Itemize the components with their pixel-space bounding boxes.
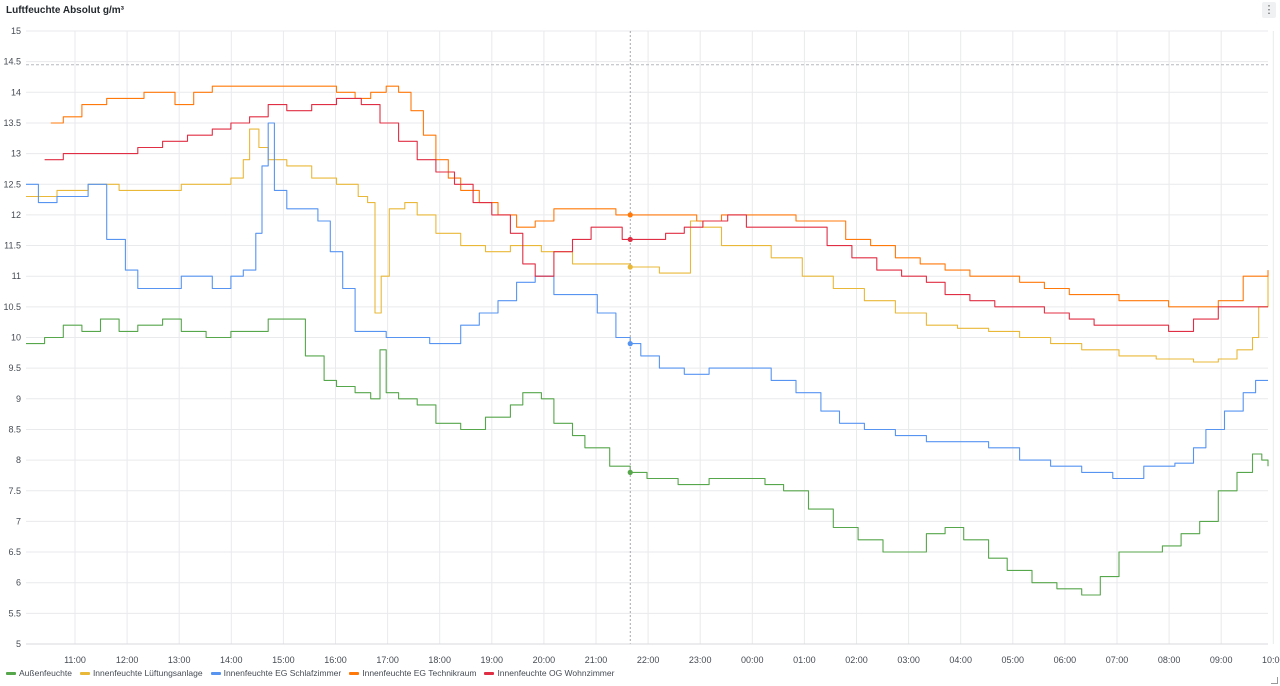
y-tick-label: 15 [11,26,21,36]
x-tick-label: 21:00 [585,655,608,665]
x-tick-label: 11:00 [64,655,86,665]
resize-handle[interactable] [1271,677,1278,684]
x-tick-label: 15:00 [272,655,295,665]
y-tick-label: 10 [11,333,21,343]
x-tick-label: 02:00 [845,655,868,665]
y-tick-label: 14.5 [3,57,21,67]
hover-point-2 [627,341,633,347]
x-tick-label: 20:00 [533,655,556,665]
x-tick-label: 01:00 [793,655,816,665]
legend-swatch [79,671,90,675]
hover-point-4 [627,236,633,243]
x-tick-label: 16:00 [324,655,347,665]
chart-legend: Außenfeuchte Innenfeuchte Lüftungsanlage I… [6,668,614,678]
legend-item[interactable]: Innenfeuchte Lüftungsanlage [79,668,203,678]
legend-label: Außenfeuchte [19,668,72,678]
x-tick-label: 17:00 [376,655,399,665]
legend-item[interactable]: Innenfeuchte EG Technikraum [349,668,476,678]
y-tick-label: 12.5 [3,179,21,189]
x-tick-label: 08:00 [1158,655,1181,665]
legend-label: Innenfeuchte EG Schlafzimmer [223,668,342,678]
y-tick-label: 13 [11,149,21,159]
legend-label: Innenfeuchte OG Wohnzimmer [497,668,615,678]
legend-label: Innenfeuchte EG Technikraum [362,668,477,678]
panel-title: Luftfeuchte Absolut g/m³ [6,5,124,16]
hover-point-1 [627,264,633,270]
legend-item[interactable]: Innenfeuchte EG Schlafzimmer [210,668,342,678]
x-tick-label: 18:00 [428,655,451,665]
legend-swatch [6,671,16,675]
y-tick-label: 9.5 [8,363,21,373]
legend-item[interactable]: Außenfeuchte [6,668,72,678]
y-tick-label: 11.5 [4,241,21,251]
hover-point-0 [627,469,633,475]
y-tick-label: 8.5 [8,424,21,434]
x-tick-label: 05:00 [1002,655,1025,665]
y-tick-label: 6 [16,578,21,588]
panel-menu-button[interactable]: ⋮ [1262,2,1276,18]
legend-swatch [210,671,221,675]
x-tick-label: 23:00 [689,655,712,665]
series-line-1 [26,128,1269,363]
legend-label: Innenfeuchte Lüftungsanlage [92,668,203,678]
hover-point-3 [627,212,633,218]
y-tick-label: 5 [16,639,21,649]
series-line-2 [26,122,1268,480]
x-tick-label: 07:00 [1106,655,1129,665]
y-tick-label: 11 [12,271,21,281]
y-tick-label: 7.5 [8,486,21,496]
legend-swatch [349,671,360,675]
y-tick-label: 7 [16,516,21,526]
series-line-0 [26,318,1269,596]
y-tick-label: 13.5 [3,118,21,128]
y-tick-label: 8 [16,455,21,465]
legend-item[interactable]: Innenfeuchte OG Wohnzimmer [484,668,614,678]
y-tick-label: 6.5 [8,547,21,557]
x-tick-label: 09:00 [1210,655,1233,665]
x-tick-label: 00:00 [741,655,764,665]
y-tick-label: 9 [16,394,21,404]
series-line-3 [50,85,1269,308]
x-tick-label: 12:00 [116,655,139,665]
y-tick-label: 5.5 [8,608,21,618]
x-tick-label: 06:00 [1054,655,1077,665]
x-tick-label: 03:00 [897,655,920,665]
x-tick-label: 14:00 [220,655,243,665]
x-tick-label: 04:00 [949,655,972,665]
y-tick-label: 12 [11,210,21,220]
legend-swatch [484,671,495,675]
y-tick-label: 14 [11,87,21,97]
series-line-4 [44,97,1268,332]
y-tick-label: 10.5 [3,302,21,312]
x-tick-label: 22:00 [637,655,660,665]
x-tick-label: 19:00 [481,655,504,665]
x-tick-label: 10:00 [1262,655,1280,665]
x-tick-label: 13:00 [168,655,191,665]
